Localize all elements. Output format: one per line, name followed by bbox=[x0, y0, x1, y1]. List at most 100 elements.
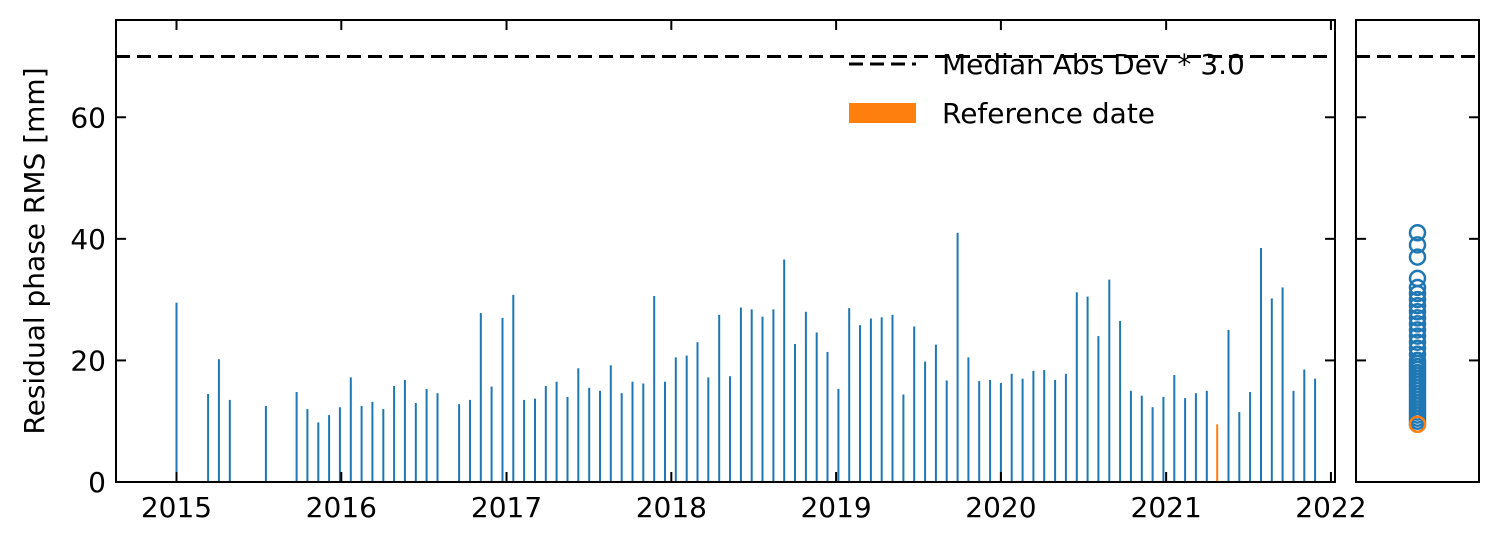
scatter-point bbox=[1408, 333, 1427, 351]
x-tick-label: 2020 bbox=[965, 491, 1036, 524]
bar bbox=[1292, 390, 1295, 482]
bar bbox=[880, 317, 883, 482]
scatter-point bbox=[1408, 269, 1427, 288]
bar bbox=[490, 386, 493, 482]
bar bbox=[891, 314, 894, 482]
bar bbox=[425, 389, 428, 482]
scatter-point bbox=[1408, 315, 1427, 333]
bar bbox=[609, 365, 612, 482]
bar bbox=[848, 308, 851, 482]
bar bbox=[1043, 370, 1046, 482]
scatter-point bbox=[1408, 236, 1427, 254]
bar bbox=[1108, 279, 1111, 482]
bar bbox=[674, 357, 677, 482]
bar bbox=[458, 404, 461, 482]
x-tick-label: 2016 bbox=[306, 491, 377, 524]
bar bbox=[1064, 373, 1067, 482]
scatter-point bbox=[1408, 327, 1427, 345]
bar bbox=[999, 382, 1002, 482]
bar bbox=[620, 393, 623, 482]
bar bbox=[1314, 378, 1317, 482]
bar bbox=[804, 311, 807, 482]
bar bbox=[371, 401, 374, 482]
bar bbox=[696, 342, 699, 482]
bar bbox=[761, 316, 764, 482]
bar bbox=[306, 409, 309, 482]
bar bbox=[1140, 395, 1143, 482]
bar bbox=[945, 380, 948, 482]
bar bbox=[1184, 398, 1187, 482]
y-tick-label: 60 bbox=[70, 101, 106, 134]
bar bbox=[566, 396, 569, 482]
main-plot-panel: 2015 2016 2017 2018 2019 2020 2021 20220204060 … bbox=[18, 19, 1367, 524]
bar bbox=[1075, 292, 1078, 482]
bar bbox=[317, 422, 320, 482]
bar bbox=[989, 379, 992, 482]
y-tick-label: 20 bbox=[70, 344, 106, 377]
bar bbox=[1249, 392, 1252, 482]
bar bbox=[599, 390, 601, 482]
bar bbox=[1097, 336, 1100, 482]
bar bbox=[577, 368, 580, 482]
scatter-point bbox=[1408, 345, 1427, 364]
legend-reference-swatch bbox=[849, 103, 916, 123]
bar bbox=[913, 326, 916, 482]
bar bbox=[1260, 248, 1262, 482]
main-axes-frame bbox=[115, 19, 1336, 483]
bar bbox=[772, 309, 775, 482]
bar bbox=[207, 393, 210, 482]
bar bbox=[588, 387, 591, 482]
scatter-point bbox=[1408, 296, 1427, 315]
bar bbox=[631, 381, 634, 482]
bar bbox=[1086, 296, 1089, 482]
bar bbox=[978, 381, 981, 482]
bar bbox=[1032, 370, 1035, 482]
bar bbox=[815, 332, 818, 482]
x-tick-label: 2022 bbox=[1295, 491, 1366, 524]
bar bbox=[750, 309, 753, 482]
bar bbox=[1173, 375, 1176, 482]
bar bbox=[837, 389, 840, 482]
bar bbox=[924, 361, 927, 482]
bar bbox=[1227, 330, 1230, 482]
bar bbox=[653, 296, 656, 482]
scatter-point bbox=[1408, 339, 1427, 358]
bar bbox=[1238, 412, 1241, 482]
scatter-point bbox=[1408, 321, 1427, 339]
scatter-point bbox=[1408, 290, 1427, 309]
bar bbox=[685, 355, 688, 482]
bar bbox=[956, 232, 959, 482]
bar bbox=[436, 393, 439, 482]
scatter-point bbox=[1408, 278, 1427, 297]
bar bbox=[794, 344, 796, 482]
bar bbox=[859, 325, 861, 482]
side-axis-ticks bbox=[1356, 116, 1479, 483]
bar bbox=[739, 307, 742, 482]
bar bbox=[1162, 396, 1165, 482]
bar bbox=[403, 379, 406, 482]
main-axis-ticks: 2015 2016 2017 2018 2019 2020 2021 2022 0 20 40 60 bbox=[70, 20, 1367, 524]
scatter-point bbox=[1408, 351, 1427, 370]
bar bbox=[393, 386, 396, 482]
scatter-point bbox=[1408, 248, 1427, 266]
bar bbox=[1054, 379, 1057, 482]
bar bbox=[718, 314, 721, 482]
side-plot-panel bbox=[1355, 19, 1480, 483]
bar bbox=[349, 377, 352, 482]
bar bbox=[175, 302, 178, 482]
bar bbox=[1151, 407, 1154, 482]
bar bbox=[382, 409, 385, 482]
legend-threshold-label: Median Abs Dev * 3.0 bbox=[942, 48, 1245, 81]
bar bbox=[338, 407, 341, 482]
bar bbox=[1281, 287, 1284, 482]
y-tick-label: 40 bbox=[70, 223, 106, 256]
bar bbox=[360, 406, 363, 482]
bar bbox=[264, 406, 267, 482]
bar bbox=[1194, 393, 1197, 482]
bar bbox=[328, 415, 331, 482]
bar bbox=[869, 318, 872, 482]
bar bbox=[783, 259, 786, 482]
bar bbox=[729, 376, 731, 482]
x-tick-label: 2017 bbox=[471, 491, 542, 524]
